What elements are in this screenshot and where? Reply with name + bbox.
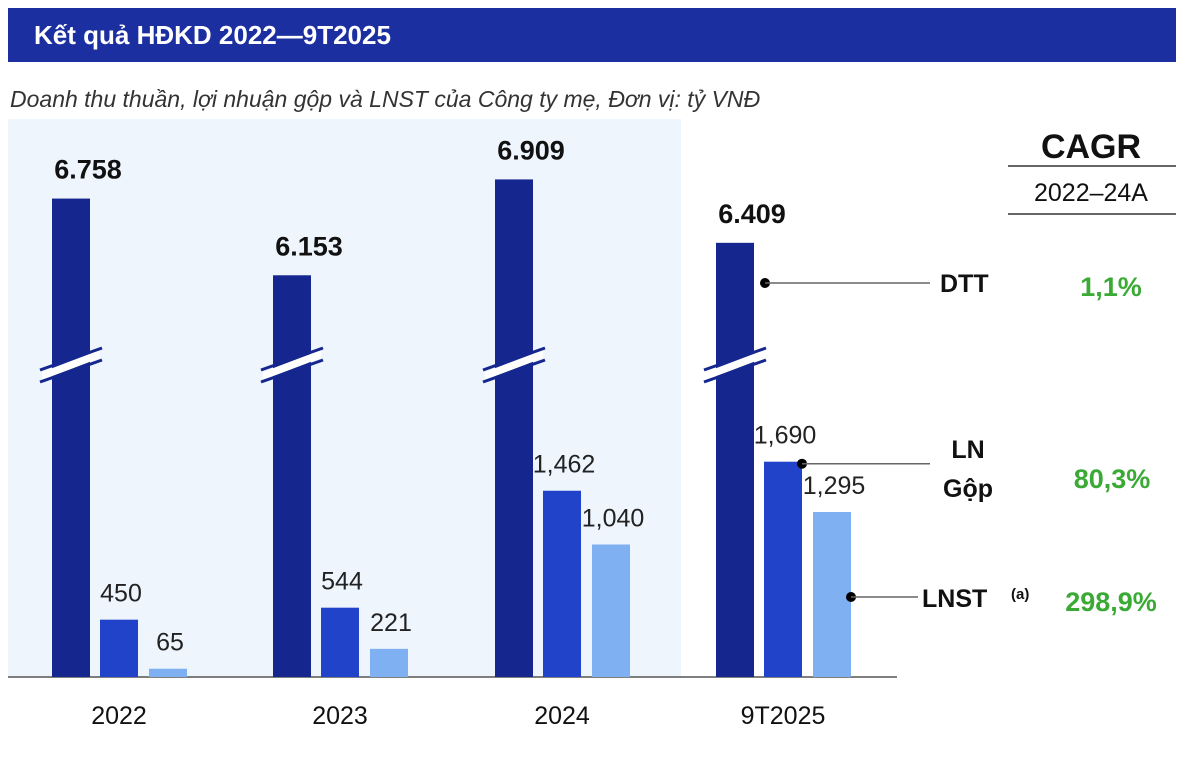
bar-dtt-2022	[52, 198, 90, 677]
axis-break-gap-9T2025	[706, 350, 764, 380]
axis-break-line-9T2025	[703, 358, 767, 384]
data-label-dtt-2023: 6.153	[275, 231, 343, 261]
cagr-value-ln_gop: 80,3%	[1074, 464, 1151, 494]
axis-break-line-2023	[260, 346, 324, 372]
legend-label-lnst: LNST	[922, 585, 987, 613]
data-label-ln_gop-2022: 450	[100, 580, 142, 608]
bar-lnst-2023	[370, 648, 408, 677]
data-label-ln_gop-2024: 1,462	[533, 451, 596, 479]
legend-label-ln-gop-line1: LN	[951, 436, 984, 464]
chart-subtitle: Doanh thu thuần, lợi nhuận gộp và LNST c…	[10, 86, 761, 112]
x-tick-label-9T2025: 9T2025	[741, 702, 826, 730]
axis-break-line-2022	[39, 358, 103, 384]
axis-break-gap-2024	[485, 350, 543, 380]
bar-ln_gop-2024	[543, 490, 581, 677]
bar-dtt-2023	[273, 275, 311, 677]
axis-break-line-2023	[260, 358, 324, 384]
data-label-lnst-2024: 1,040	[582, 505, 645, 533]
data-label-lnst-2022: 65	[156, 629, 184, 657]
data-label-dtt-9T2025: 6.409	[718, 199, 786, 229]
cagr-value-dtt: 1,1%	[1080, 272, 1142, 302]
cagr-value-lnst: 298,9%	[1065, 587, 1157, 617]
bar-lnst-2022	[149, 668, 187, 677]
x-tick-label-2024: 2024	[534, 702, 590, 730]
bar-dtt-2024	[495, 179, 533, 677]
data-label-dtt-2024: 6.909	[497, 135, 565, 165]
data-label-dtt-2022: 6.758	[54, 155, 122, 185]
cagr-period: 2022–24A	[1034, 179, 1148, 207]
bar-lnst-2024	[592, 544, 630, 677]
axis-break-line-9T2025	[703, 346, 767, 372]
data-label-ln_gop-9T2025: 1,690	[754, 422, 817, 450]
bar-dtt-9T2025	[716, 242, 754, 678]
data-label-ln_gop-2023: 544	[321, 568, 363, 596]
legend-label-dtt: DTT	[940, 270, 989, 298]
axis-break-gap-2023	[263, 350, 321, 380]
cagr-title: CAGR	[1041, 128, 1141, 166]
legend-label-ln-gop-line2: Gộp	[943, 475, 993, 503]
axis-break-gap-2022	[42, 350, 100, 380]
bar-ln_gop-9T2025	[764, 461, 802, 677]
data-label-lnst-9T2025: 1,295	[803, 472, 866, 500]
axis-break-line-2024	[482, 358, 546, 384]
bar-ln_gop-2023	[321, 607, 359, 677]
axis-break-line-2022	[39, 346, 103, 372]
legend-label-lnst-superscript: (a)	[1011, 586, 1029, 603]
bar-lnst-9T2025	[813, 512, 851, 677]
chart-title-banner: Kết quả HĐKD 2022—9T2025	[8, 8, 1176, 62]
x-tick-label-2022: 2022	[91, 702, 147, 730]
bar-ln_gop-2022	[100, 619, 138, 677]
data-label-lnst-2023: 221	[370, 609, 412, 637]
axis-break-line-2024	[482, 346, 546, 372]
x-tick-label-2023: 2023	[312, 702, 368, 730]
